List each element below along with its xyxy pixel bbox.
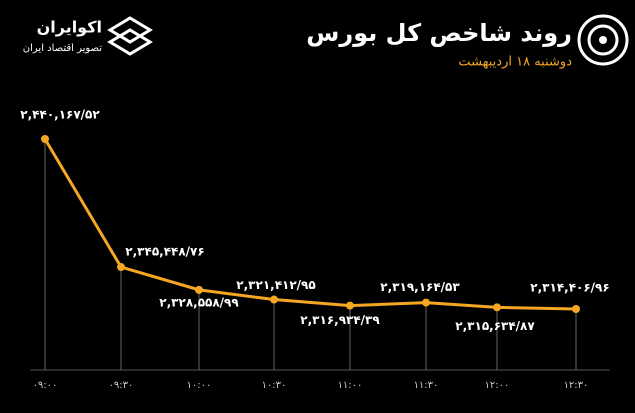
point xyxy=(41,135,49,143)
value-label: ۲,۴۴۰,۱۶۷/۵۲ xyxy=(20,108,100,122)
value-label: ۲,۳۲۱,۴۱۲/۹۵ xyxy=(236,278,315,292)
point xyxy=(493,303,501,312)
x-tick-label: ۱۱:۰۰ xyxy=(338,380,363,391)
point xyxy=(422,298,430,307)
x-tick-label: ۰۹:۳۰ xyxy=(109,380,134,391)
x-tick-label: ۰۹:۰۰ xyxy=(33,380,58,391)
point xyxy=(270,295,278,304)
chart-title: روند شاخص کل بورس xyxy=(306,19,572,47)
point xyxy=(346,301,354,310)
line xyxy=(43,138,577,311)
brand-tagline: تصویر اقتصاد ایران xyxy=(23,43,102,54)
value-label: ۲,۳۱۶,۹۳۴/۳۹ xyxy=(300,313,380,327)
point xyxy=(195,285,203,294)
value-label: ۲,۳۱۴,۴۰۶/۹۶ xyxy=(530,281,609,295)
x-tick-label: ۱۰:۰۰ xyxy=(187,380,212,391)
value-label: ۲,۳۴۵,۴۴۸/۷۶ xyxy=(125,245,204,259)
x-tick-label: ۱۲:۰۰ xyxy=(485,380,510,391)
value-label: ۲,۳۱۵,۶۳۴/۸۷ xyxy=(455,319,535,333)
x-tick-label: ۱۱:۳۰ xyxy=(414,380,439,391)
point xyxy=(572,305,580,313)
value-label: ۲,۳۱۹,۱۶۴/۵۳ xyxy=(380,280,460,294)
brand-logo xyxy=(107,16,153,56)
point xyxy=(117,263,125,272)
chart-subtitle: دوشنبه ۱۸ اردیبهشت xyxy=(458,55,572,70)
logo xyxy=(577,14,629,66)
brand-name: اکوایران xyxy=(37,18,102,37)
x-tick-label: ۱۰:۳۰ xyxy=(262,380,287,391)
x-tick-label: ۱۲:۳۰ xyxy=(564,380,589,391)
value-label: ۲,۳۲۸,۵۵۸/۹۹ xyxy=(159,295,239,309)
